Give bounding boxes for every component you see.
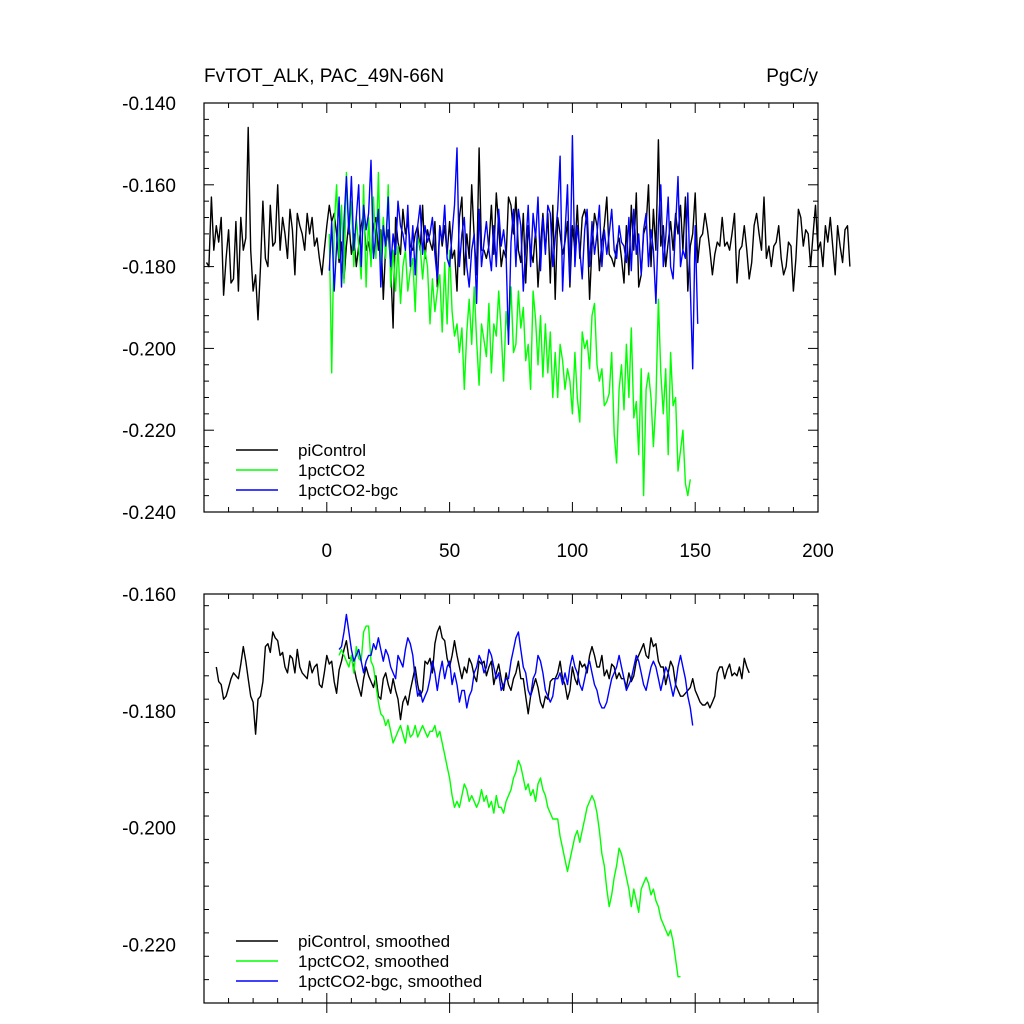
top-panel-series [205,126,851,497]
chart-title: FvTOT_ALK, PAC_49N-66N [204,66,444,87]
y-tick-label: -0.180 [122,258,176,279]
top-panel-frame [203,102,819,513]
x-tick-label: 150 [679,541,711,562]
units-label: PgC/y [766,66,818,87]
legend-label: 1pctCO2-bgc [298,481,399,500]
x-tick-label: 50 [439,541,460,562]
bottom-panel: -0.220 -0.200 -0.180 -0.160 piControl, smoo… [122,585,819,1013]
bottom-panel-frame [203,593,819,1004]
y-tick-label: -0.160 [122,585,176,606]
y-tick-label: -0.140 [122,94,176,115]
top-panel-tick-marks [204,102,819,513]
legend-label: piControl, smoothed [298,932,450,951]
y-tick-label: -0.180 [122,702,176,723]
series-line [205,126,851,329]
y-tick-label: -0.240 [122,503,176,524]
series-line [328,134,699,370]
x-tick-labels: 0 50 100 150 200 [322,541,834,562]
series-line [338,625,681,978]
x-tick-label: 100 [557,541,589,562]
y-tick-label: -0.160 [122,176,176,197]
x-tick-label: 200 [802,541,834,562]
y-tick-label: -0.220 [122,421,176,442]
x-tick-label: 0 [322,541,333,562]
top-panel: FvTOT_ALK, PAC_49N-66N PgC/y -0.240 -0.22… [122,66,851,562]
legend-label: 1pctCO2-bgc, smoothed [298,972,482,991]
y-tick-label: -0.200 [122,819,176,840]
series-line [215,625,750,735]
legend-label: piControl [298,441,366,460]
legend-label: 1pctCO2 [298,461,365,480]
bottom-panel-series [215,613,750,978]
series-line [338,613,694,726]
y-tick-label: -0.200 [122,339,176,360]
bottom-panel-tick-marks [204,594,819,1013]
bottom-panel-y-tick-labels: -0.220 -0.200 -0.180 -0.160 [122,585,176,957]
series-line [328,171,691,497]
top-panel-y-tick-labels: -0.240 -0.220 -0.200 -0.180 -0.160 -0.140 [122,94,176,524]
legend-label: 1pctCO2, smoothed [298,952,449,971]
y-tick-label: -0.220 [122,936,176,957]
